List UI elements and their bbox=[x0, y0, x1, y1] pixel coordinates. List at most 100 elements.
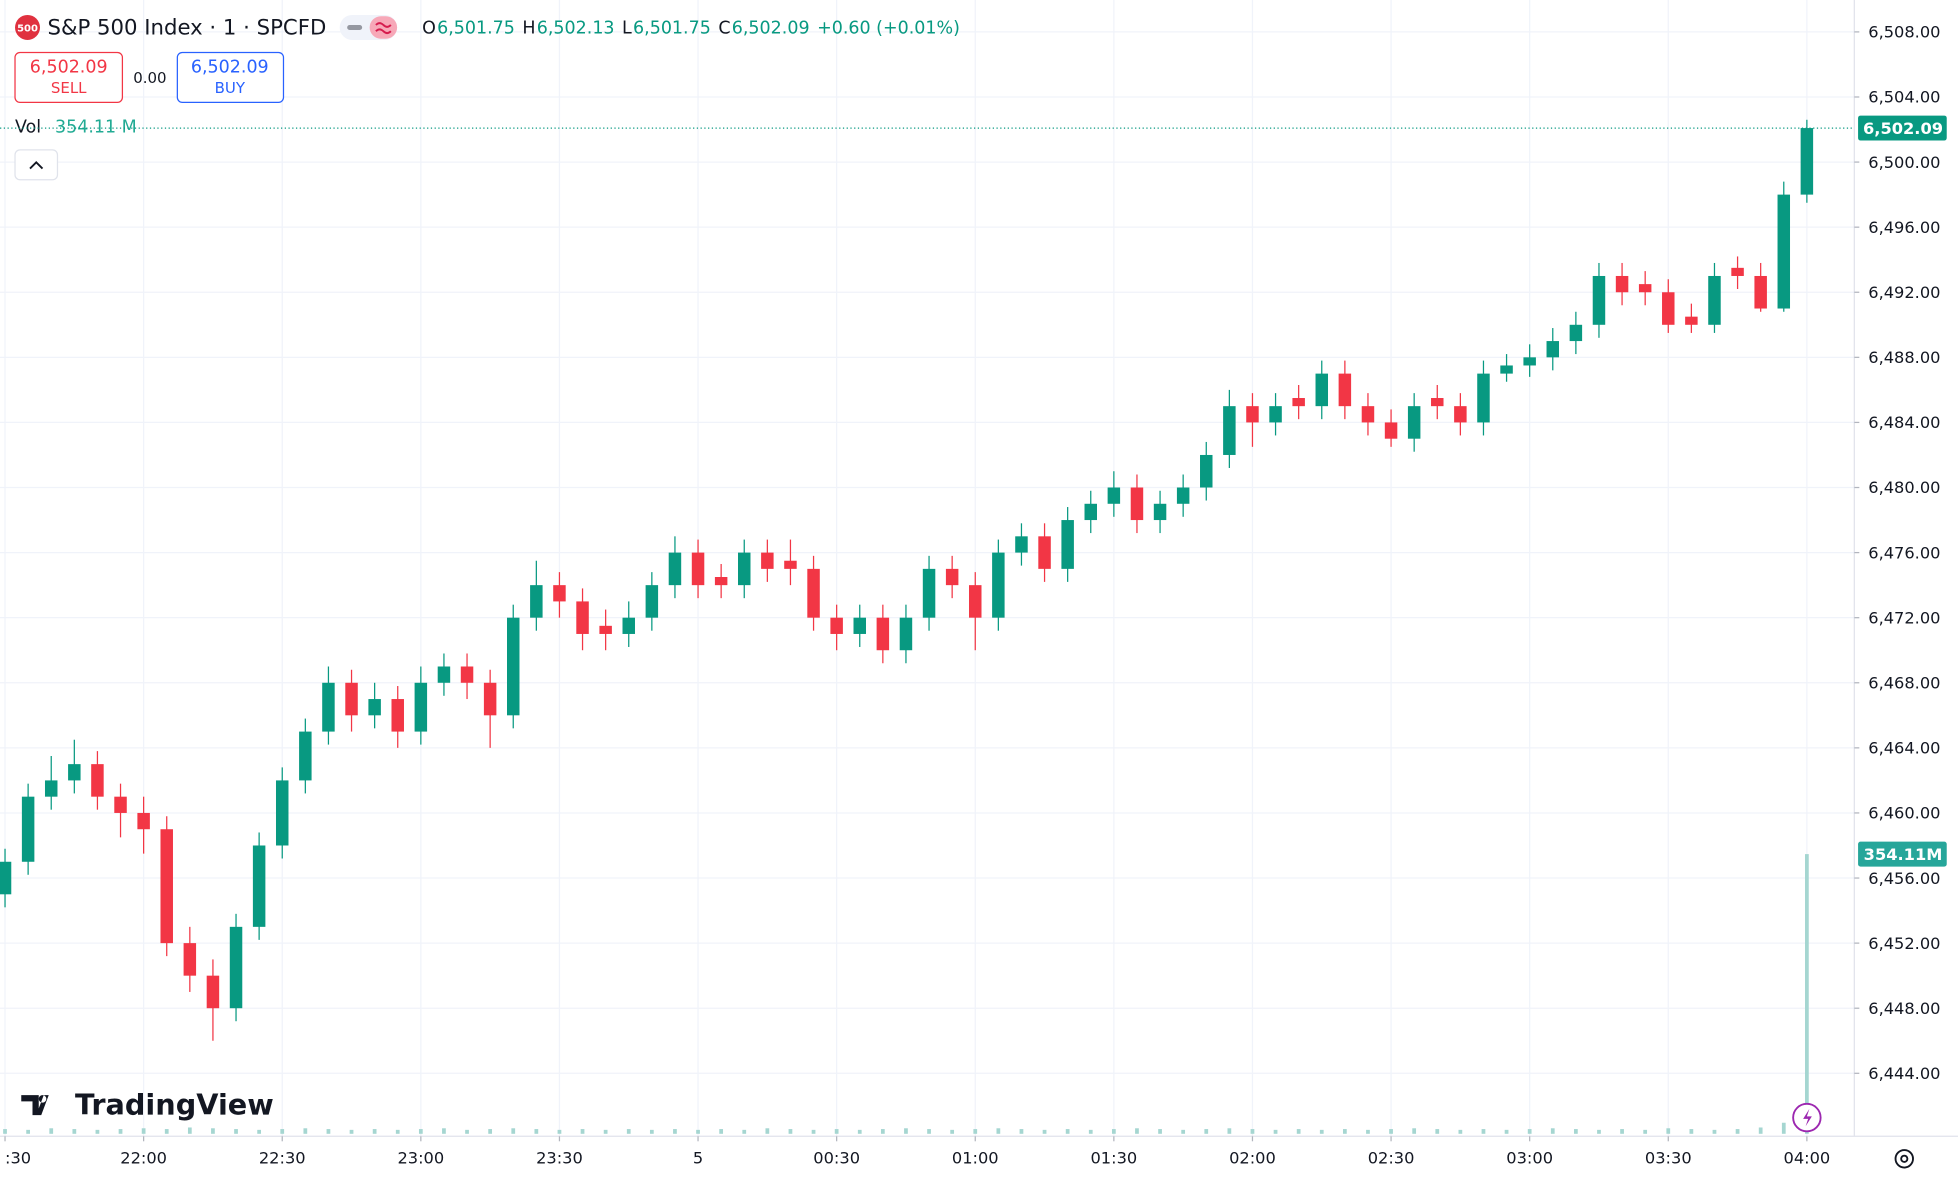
settings-button[interactable] bbox=[1894, 1149, 1914, 1169]
volume-bar bbox=[557, 1129, 562, 1134]
candle-body bbox=[322, 682, 335, 732]
candle-body bbox=[1708, 275, 1721, 325]
ohlc-legend: O 6,501.75 H 6,502.13 L 6,501.75 C 6,502.09 +0.6… bbox=[422, 19, 960, 39]
candle-body bbox=[1107, 487, 1121, 504]
volume-bar bbox=[1342, 1129, 1347, 1134]
volume-bar bbox=[834, 1129, 839, 1134]
volume-bar bbox=[442, 1128, 446, 1134]
buy-button[interactable] bbox=[176, 51, 285, 104]
candle-body bbox=[160, 829, 173, 944]
candle-body bbox=[599, 625, 612, 634]
candle-body bbox=[1292, 398, 1305, 407]
volume-bar bbox=[1181, 1129, 1186, 1134]
y-tick-label: 6,448.00 bbox=[1868, 999, 1940, 1018]
candle-body bbox=[1269, 406, 1282, 423]
volume-bar bbox=[580, 1129, 585, 1134]
replay-icon bbox=[1803, 1108, 1812, 1127]
candle-body bbox=[506, 617, 520, 716]
y-tick-label: 6,500.00 bbox=[1868, 153, 1940, 172]
last-price-box bbox=[1858, 115, 1947, 141]
x-tick-label: 02:30 bbox=[1368, 1148, 1415, 1167]
collapse-button[interactable] bbox=[14, 149, 59, 181]
volume-bar bbox=[1481, 1129, 1486, 1134]
volume-bar bbox=[1273, 1129, 1278, 1134]
candle-layer bbox=[0, 119, 1814, 1041]
x-tick-label: :30 bbox=[5, 1148, 31, 1167]
candle-body bbox=[206, 975, 220, 1009]
candle-body bbox=[229, 926, 243, 1009]
volume-bar bbox=[1620, 1129, 1624, 1134]
candle-body bbox=[137, 812, 150, 830]
volume-bar bbox=[696, 1129, 700, 1134]
candle-body bbox=[483, 682, 497, 716]
candle-body bbox=[807, 568, 820, 618]
volume-bar bbox=[234, 1129, 238, 1134]
y-tick-label: 6,504.00 bbox=[1868, 88, 1940, 107]
candle-body bbox=[945, 568, 959, 586]
x-tick-label: 03:30 bbox=[1645, 1148, 1692, 1167]
sell-label: SELL bbox=[51, 79, 87, 97]
volume-bar bbox=[395, 1129, 400, 1134]
y-tick-label: 6,488.00 bbox=[1868, 348, 1940, 367]
volume-bar bbox=[1712, 1129, 1717, 1134]
volume-bar bbox=[1366, 1129, 1370, 1134]
ohlc-value: 6,501.75 bbox=[437, 19, 515, 39]
volume-bar bbox=[1319, 1129, 1324, 1134]
volume-bar bbox=[1758, 1127, 1763, 1134]
candle-body bbox=[21, 796, 35, 862]
x-tick-label: 01:30 bbox=[1090, 1148, 1137, 1167]
volume-bar bbox=[3, 1129, 7, 1134]
candle-body bbox=[345, 682, 358, 716]
volume-title: Vol bbox=[15, 117, 41, 137]
volume-bar bbox=[1458, 1129, 1463, 1134]
volume-bar bbox=[1158, 1129, 1162, 1134]
x-tick-label: 01:00 bbox=[952, 1148, 999, 1167]
candle-body bbox=[853, 617, 866, 634]
candle-body bbox=[1407, 406, 1421, 439]
candle-body bbox=[645, 585, 659, 618]
volume-bar bbox=[211, 1128, 215, 1134]
volume-bar bbox=[649, 1129, 654, 1134]
candle-body bbox=[784, 560, 797, 569]
candle-body bbox=[44, 780, 58, 797]
volume-bar bbox=[1019, 1129, 1024, 1134]
volume-bar bbox=[141, 1128, 146, 1134]
volume-bar bbox=[927, 1129, 931, 1134]
volume-bar bbox=[488, 1129, 493, 1134]
y-tick-label: 6,496.00 bbox=[1868, 218, 1940, 237]
candle-body bbox=[761, 552, 774, 569]
ohlc-key: O bbox=[422, 19, 436, 39]
volume-bar bbox=[511, 1128, 516, 1134]
volume-bar bbox=[280, 1129, 285, 1134]
x-tick-label: 23:30 bbox=[536, 1148, 583, 1167]
volume-bar bbox=[950, 1129, 955, 1134]
candle-body bbox=[414, 682, 428, 732]
sell-price: 6,502.09 bbox=[30, 57, 108, 77]
volume-bar bbox=[326, 1129, 331, 1134]
symbol-icon-text: 500 bbox=[17, 24, 38, 35]
candle-body bbox=[437, 666, 451, 683]
candle-body bbox=[299, 731, 312, 781]
candle-body bbox=[1592, 275, 1606, 325]
sell-button[interactable] bbox=[14, 51, 124, 104]
candle-body bbox=[969, 585, 982, 618]
candle-body bbox=[1800, 128, 1814, 195]
buy-price: 6,502.09 bbox=[191, 57, 269, 77]
candle-body bbox=[1176, 487, 1190, 504]
volume-bar bbox=[418, 1129, 423, 1134]
candle-body bbox=[1384, 422, 1398, 439]
volume-bar bbox=[1111, 1129, 1116, 1134]
volume-bar bbox=[164, 1129, 169, 1134]
candle-body bbox=[553, 585, 566, 602]
candle-body bbox=[1754, 275, 1767, 309]
spread: 0.00 bbox=[133, 69, 166, 87]
candle-body bbox=[1338, 373, 1352, 407]
ohlc-value: 6,501.75 bbox=[633, 19, 711, 39]
candle-body bbox=[114, 796, 127, 813]
volume-bar bbox=[765, 1128, 770, 1134]
volume-bar bbox=[1666, 1128, 1671, 1134]
volume-bar bbox=[1042, 1129, 1047, 1134]
symbol-title[interactable]: S&P 500 Index · 1 · SPCFD bbox=[47, 16, 326, 41]
status-icon bbox=[369, 16, 398, 39]
